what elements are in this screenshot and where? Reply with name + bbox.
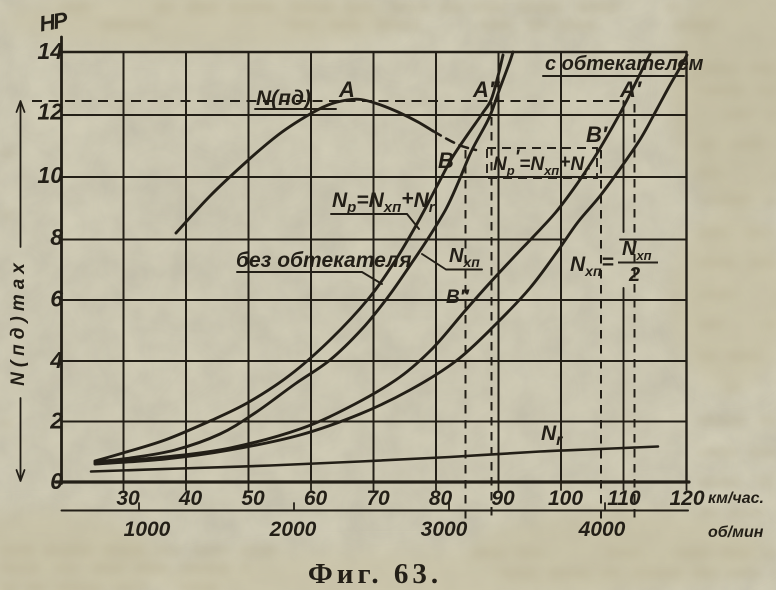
svg-text:60: 60	[304, 487, 328, 510]
svg-text:10: 10	[37, 162, 63, 188]
svg-text:с обтекателем: с обтекателем	[545, 53, 704, 75]
svg-text:0: 0	[50, 468, 63, 494]
svg-text:90: 90	[491, 487, 515, 510]
svg-text:N(пд)max: N(пд)max	[8, 258, 29, 386]
svg-text:100: 100	[548, 487, 583, 510]
svg-text:30: 30	[116, 487, 140, 510]
svg-text:км/час.: км/час.	[708, 490, 764, 507]
svg-text:B′′: B′′	[446, 287, 470, 308]
svg-text:A′: A′	[619, 77, 643, 102]
svg-text:A: A	[338, 77, 355, 102]
svg-text:120: 120	[669, 487, 704, 510]
svg-text:без обтекателя: без обтекателя	[236, 249, 411, 272]
svg-text:12: 12	[37, 99, 63, 125]
svg-text:6: 6	[50, 286, 63, 312]
svg-text:2: 2	[49, 408, 63, 434]
svg-text:B′: B′	[586, 122, 609, 147]
svg-text:B: B	[438, 148, 454, 173]
svg-text:Фиг. 63.: Фиг. 63.	[308, 558, 442, 590]
svg-text:об/мин: об/мин	[708, 524, 764, 541]
svg-text:110: 110	[607, 487, 641, 510]
svg-text:2000: 2000	[269, 518, 317, 541]
svg-text:4: 4	[49, 347, 63, 373]
svg-text:8: 8	[50, 224, 63, 250]
svg-text:2: 2	[628, 264, 640, 286]
svg-text:Nхп: Nхп	[622, 238, 652, 263]
svg-text:4000: 4000	[578, 518, 626, 541]
svg-text:N(пд): N(пд)	[256, 87, 311, 110]
svg-text:40: 40	[178, 487, 203, 510]
svg-text:3000: 3000	[421, 518, 468, 541]
svg-text:A′′: A′′	[472, 77, 501, 102]
svg-text:Nхп=: Nхп=	[570, 251, 614, 279]
svg-text:70: 70	[366, 487, 390, 510]
svg-text:50: 50	[241, 487, 265, 510]
svg-text:14: 14	[37, 38, 63, 64]
svg-text:1000: 1000	[124, 518, 171, 541]
svg-text:80: 80	[429, 487, 453, 510]
